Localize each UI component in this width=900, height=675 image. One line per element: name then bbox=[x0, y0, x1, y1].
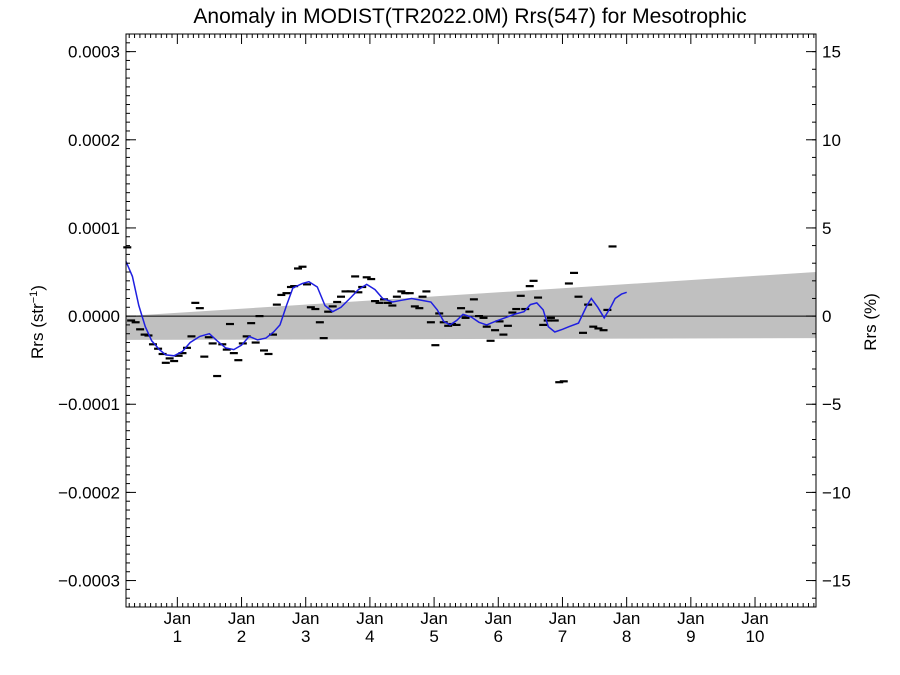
x-tick-year-label: 1 bbox=[173, 627, 182, 646]
x-tick-month-label: Jan bbox=[356, 609, 383, 628]
x-tick-year-label: 6 bbox=[494, 627, 503, 646]
right-tick-label: 0 bbox=[822, 307, 831, 326]
right-tick-label: −15 bbox=[822, 572, 851, 591]
x-tick-month-label: Jan bbox=[485, 609, 512, 628]
right-tick-label: −5 bbox=[822, 395, 841, 414]
x-tick-year-label: 10 bbox=[746, 627, 765, 646]
x-tick-month-label: Jan bbox=[677, 609, 704, 628]
x-tick-month-label: Jan bbox=[292, 609, 319, 628]
x-tick-year-label: 5 bbox=[429, 627, 438, 646]
x-tick-year-label: 9 bbox=[686, 627, 695, 646]
right-tick-label: −10 bbox=[822, 483, 851, 502]
x-tick-year-label: 7 bbox=[558, 627, 567, 646]
right-axis-label: Rrs (%) bbox=[861, 293, 880, 351]
right-tick-label: 10 bbox=[822, 131, 841, 150]
x-tick-month-label: Jan bbox=[420, 609, 447, 628]
x-tick-month-label: Jan bbox=[613, 609, 640, 628]
left-tick-label: 0.0002 bbox=[68, 131, 120, 150]
left-tick-label: 0.0001 bbox=[68, 219, 120, 238]
left-axis-label: Rrs (str−1) bbox=[28, 285, 47, 359]
x-tick-year-label: 8 bbox=[622, 627, 631, 646]
left-axis-label-sup: −1 bbox=[28, 291, 40, 304]
left-tick-label: −0.0003 bbox=[58, 572, 120, 591]
plot-frame bbox=[125, 33, 817, 608]
x-tick-year-label: 2 bbox=[237, 627, 246, 646]
x-tick-month-label: Jan bbox=[164, 609, 191, 628]
right-tick-label: 15 bbox=[822, 43, 841, 62]
x-tick-month-label: Jan bbox=[741, 609, 768, 628]
left-tick-label: −0.0002 bbox=[58, 483, 120, 502]
confidence-band bbox=[126, 272, 816, 340]
left-axis-label-base: Rrs (str bbox=[28, 303, 47, 359]
x-tick-year-label: 3 bbox=[301, 627, 310, 646]
x-tick-month-label: Jan bbox=[228, 609, 255, 628]
left-tick-label: 0.0003 bbox=[68, 43, 120, 62]
x-tick-year-label: 4 bbox=[365, 627, 374, 646]
left-tick-label: 0.0000 bbox=[68, 307, 120, 326]
plot-area: 0.0003 0.0002 0.0001 0.0000 −0.0001 −0.0002 −0… bbox=[58, 33, 851, 646]
chart-title: Anomaly in MODIST(TR2022.0M) Rrs(547) fo… bbox=[193, 5, 746, 28]
right-tick-label: 5 bbox=[822, 219, 831, 238]
x-tick-month-label: Jan bbox=[549, 609, 576, 628]
left-axis-label-close: ) bbox=[28, 285, 47, 291]
smoothed-series-line bbox=[125, 261, 627, 357]
left-tick-label: −0.0001 bbox=[58, 395, 120, 414]
